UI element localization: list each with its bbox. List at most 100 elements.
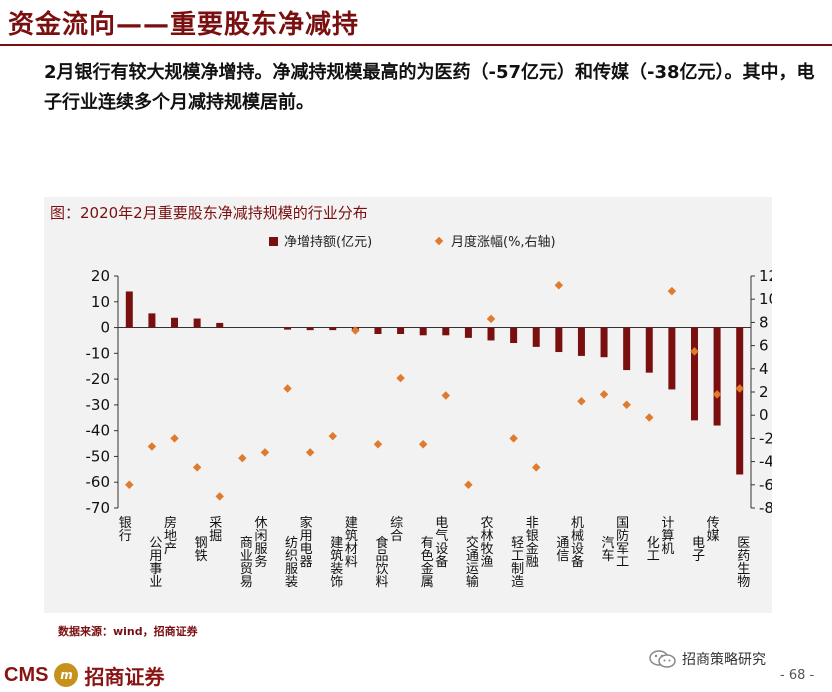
category-label: 采掘 xyxy=(209,516,222,544)
bar xyxy=(397,327,405,334)
category-label: 商业贸易 xyxy=(240,536,253,590)
right-tick-label: -8 xyxy=(759,499,772,517)
bar xyxy=(148,313,156,328)
brand-logo: CMS m 招商证券 xyxy=(4,660,164,690)
left-tick-label: -10 xyxy=(86,344,111,362)
wechat-account: 招商策略研究 xyxy=(648,648,766,670)
right-tick-label: 6 xyxy=(759,337,769,355)
scatter-point xyxy=(464,480,473,490)
category-label: 计算机 xyxy=(661,516,674,557)
bar xyxy=(487,327,495,341)
scatter-point xyxy=(396,373,405,383)
right-tick-label: 2 xyxy=(759,383,769,401)
scatter-point xyxy=(554,281,564,290)
bar xyxy=(464,327,472,338)
brand-emblem-icon: m xyxy=(54,663,79,687)
legend-bar-swatch xyxy=(269,237,278,246)
category-label: 纺织服装 xyxy=(285,536,298,590)
legend-bar-label: 净增持额(亿元) xyxy=(284,235,372,250)
scatter-point xyxy=(418,439,428,449)
bar xyxy=(284,327,292,330)
bar xyxy=(713,327,721,426)
scatter-point xyxy=(351,326,360,335)
right-tick-label: 0 xyxy=(759,406,769,424)
scatter-point xyxy=(125,480,134,490)
brand-name: 招商证券 xyxy=(84,664,165,689)
page-title: 资金流向——重要股东净减持 xyxy=(8,10,360,40)
bar xyxy=(510,327,518,344)
brand-cms-text: CMS xyxy=(4,663,49,686)
bar xyxy=(577,327,585,356)
category-label: 食品饮料 xyxy=(375,535,388,590)
category-label: 汽车 xyxy=(602,536,615,564)
scatter-point xyxy=(373,439,383,449)
scatter-point xyxy=(645,413,654,422)
category-label: 轻工制造 xyxy=(511,536,524,590)
scatter-point xyxy=(283,384,292,393)
scatter-point xyxy=(577,397,586,406)
left-tick-label: -20 xyxy=(86,370,111,388)
category-label: 传媒 xyxy=(707,516,720,544)
bar xyxy=(668,327,676,390)
right-tick-label: 12 xyxy=(759,267,772,285)
wechat-icon xyxy=(649,650,676,668)
left-tick-label: -30 xyxy=(86,396,111,414)
page-number: - 68 - xyxy=(780,668,815,683)
bar xyxy=(645,327,653,373)
category-label: 医药生物 xyxy=(737,536,750,590)
left-tick-label: 20 xyxy=(91,267,110,285)
legend-marker-swatch xyxy=(434,236,444,246)
left-tick-label: -50 xyxy=(86,447,111,465)
category-label: 家用电器 xyxy=(300,515,313,570)
wechat-account-name: 招商策略研究 xyxy=(682,652,766,668)
scatter-point xyxy=(531,463,541,472)
bar xyxy=(125,291,133,328)
scatter-point xyxy=(170,434,179,443)
right-tick-label: -4 xyxy=(759,453,772,471)
category-label: 有色金属 xyxy=(421,536,434,590)
bar xyxy=(171,317,179,328)
bar xyxy=(306,327,314,331)
category-label: 交通运输 xyxy=(466,535,479,590)
scatter-point xyxy=(305,448,315,457)
right-tick-label: 10 xyxy=(759,290,772,308)
category-label: 银行 xyxy=(119,516,132,544)
legend-marker-label: 月度涨幅(%,右轴) xyxy=(451,234,556,250)
bar xyxy=(216,322,224,328)
category-label: 建筑装饰 xyxy=(330,536,343,590)
bar xyxy=(736,327,744,475)
scatter-point xyxy=(509,434,518,443)
category-label: 房地产 xyxy=(164,515,177,557)
category-label: 通信 xyxy=(556,536,569,564)
bar xyxy=(442,327,450,336)
scatter-point xyxy=(667,286,677,296)
chart-panel: 图：2020年2月重要股东净减持规模的行业分布净增持额(亿元) 月度涨幅(%,右轴… xyxy=(44,197,772,613)
category-label: 钢铁 xyxy=(195,536,208,564)
bar xyxy=(690,327,698,421)
left-tick-label: 10 xyxy=(91,293,110,311)
category-label: 农林牧渔 xyxy=(481,516,494,570)
scatter-point xyxy=(441,391,451,400)
left-tick-label: 0 xyxy=(100,319,110,337)
bar xyxy=(374,327,382,334)
left-tick-label: -60 xyxy=(86,473,111,491)
scatter-point xyxy=(192,463,202,472)
category-label: 化工 xyxy=(647,536,660,564)
bar xyxy=(555,327,563,353)
scatter-point xyxy=(712,390,722,399)
scatter-point xyxy=(147,442,157,451)
left-tick-label: -70 xyxy=(86,499,111,517)
scatter-point xyxy=(328,431,338,441)
category-label: 机械设备 xyxy=(571,516,584,570)
right-tick-label: 8 xyxy=(759,313,769,331)
bar xyxy=(329,327,337,331)
category-label: 综合 xyxy=(390,516,403,544)
category-label: 国防军工 xyxy=(616,516,629,570)
data-source-note: 数据来源：wind，招商证券 xyxy=(58,625,198,638)
scatter-point xyxy=(622,400,631,410)
chart-title: 图：2020年2月重要股东净减持规模的行业分布 xyxy=(50,204,368,222)
right-tick-label: -2 xyxy=(759,429,772,447)
scatter-point xyxy=(599,390,609,399)
category-label: 电子 xyxy=(692,536,705,564)
category-label: 休闲服务 xyxy=(254,516,267,570)
